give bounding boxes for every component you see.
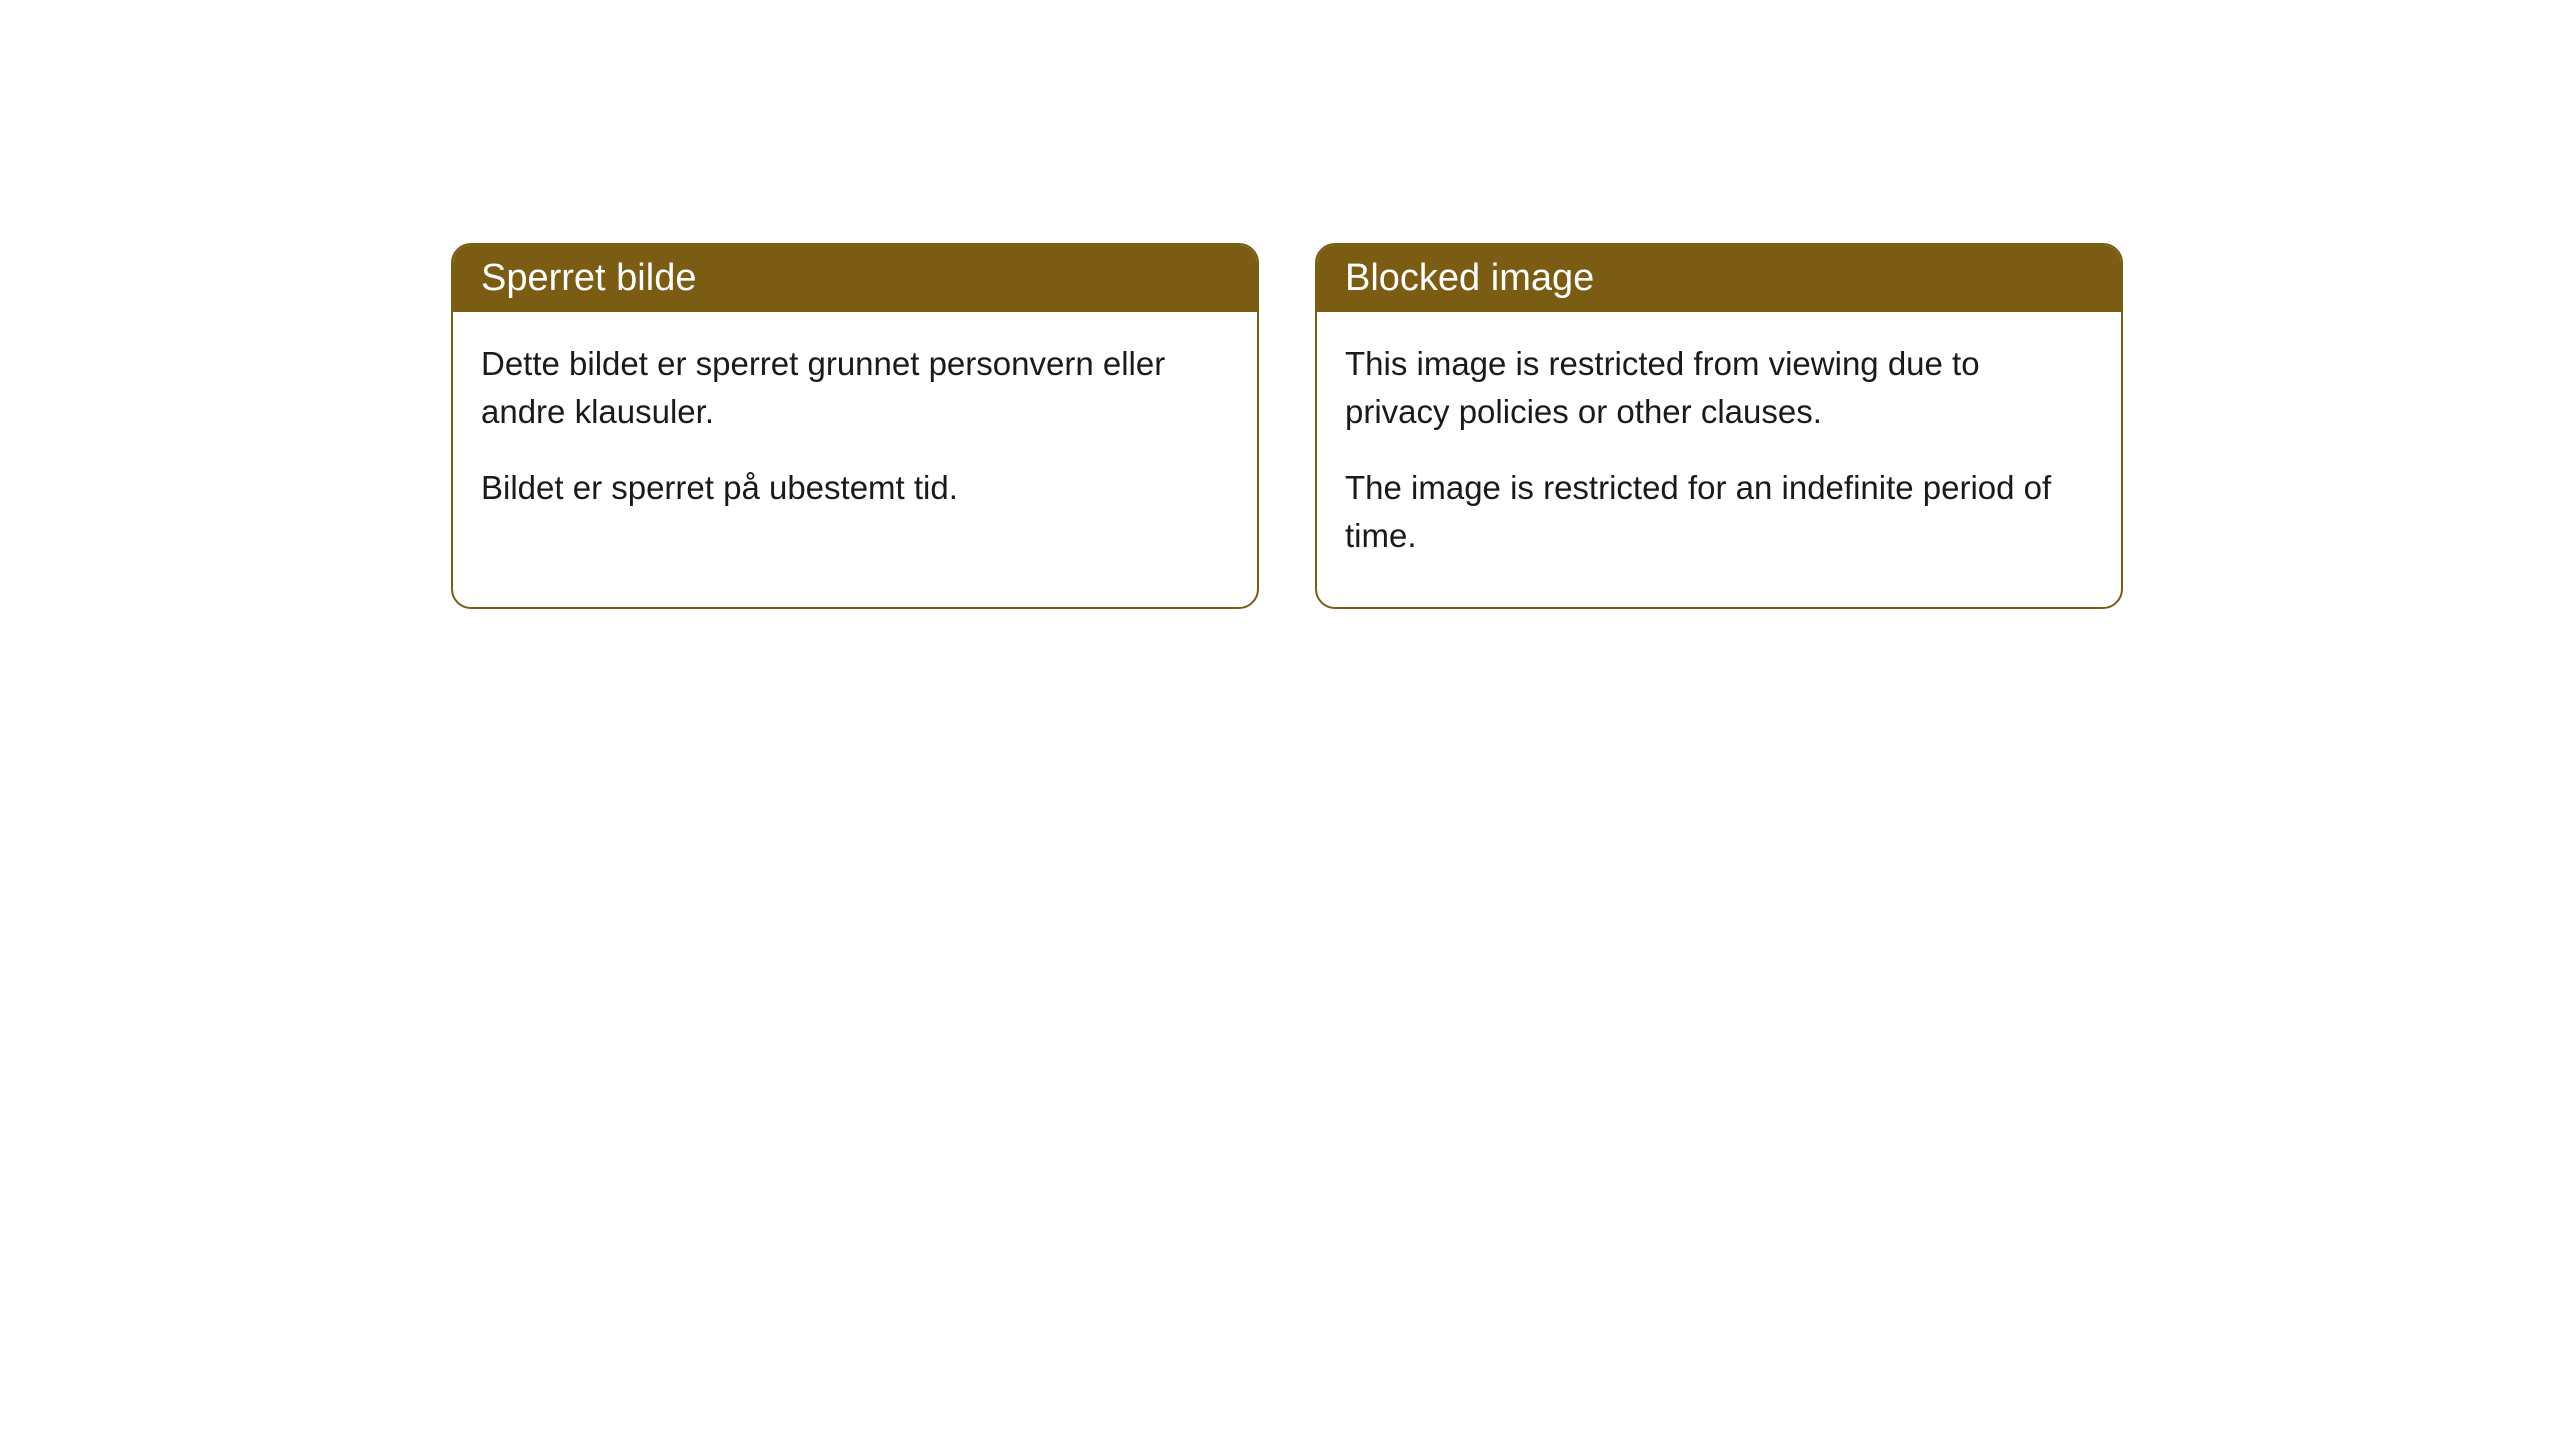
blocked-image-card-no: Sperret bilde Dette bildet er sperret gr… — [451, 243, 1259, 609]
card-paragraph: Bildet er sperret på ubestemt tid. — [481, 464, 1229, 512]
card-body: Dette bildet er sperret grunnet personve… — [453, 312, 1257, 560]
blocked-image-card-en: Blocked image This image is restricted f… — [1315, 243, 2123, 609]
card-header: Sperret bilde — [453, 245, 1257, 312]
card-body: This image is restricted from viewing du… — [1317, 312, 2121, 607]
card-header: Blocked image — [1317, 245, 2121, 312]
card-paragraph: The image is restricted for an indefinit… — [1345, 464, 2093, 560]
card-paragraph: Dette bildet er sperret grunnet personve… — [481, 340, 1229, 436]
card-paragraph: This image is restricted from viewing du… — [1345, 340, 2093, 436]
notice-cards-container: Sperret bilde Dette bildet er sperret gr… — [0, 0, 2560, 609]
